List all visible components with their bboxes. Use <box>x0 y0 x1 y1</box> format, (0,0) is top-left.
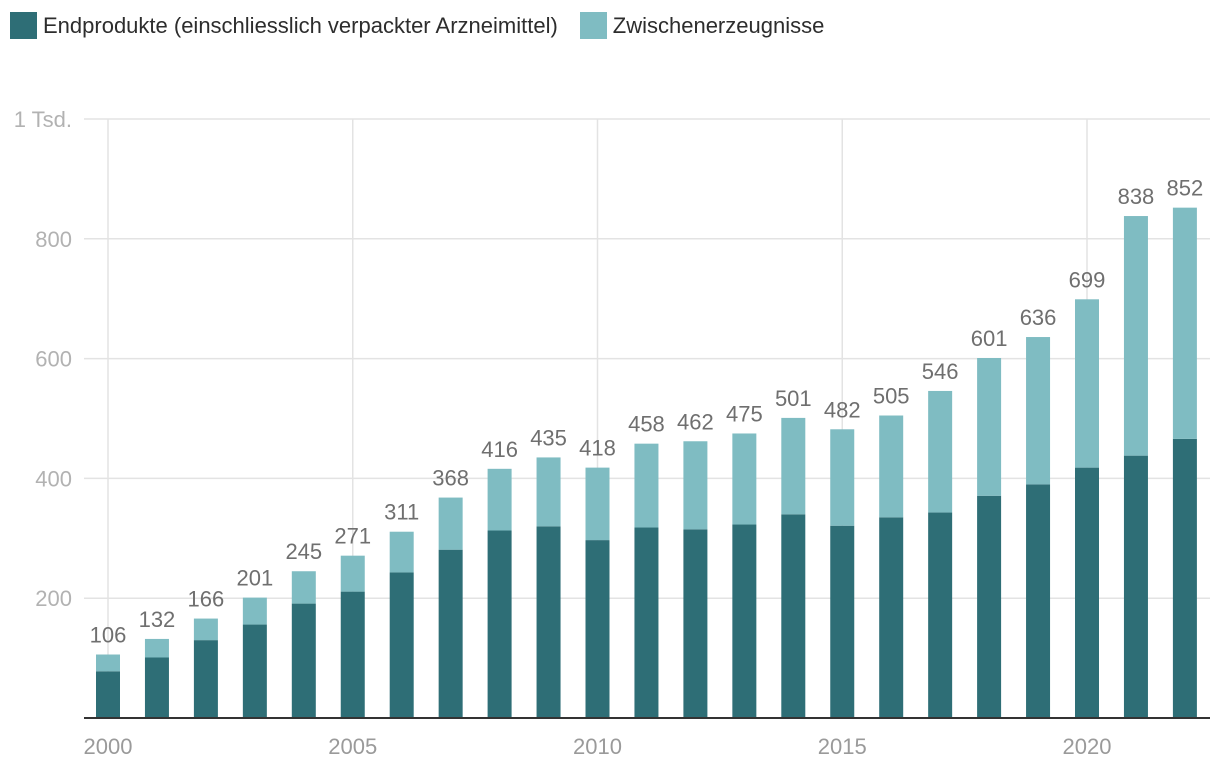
bar-segment-endprodukte <box>438 549 463 718</box>
bar-total-label: 475 <box>726 401 763 426</box>
bar-segment-endprodukte <box>389 572 414 718</box>
bar-total-label: 636 <box>1020 305 1057 330</box>
bar-segment-zwischenerzeugnisse <box>193 618 218 641</box>
bar-segment-endprodukte <box>291 603 316 718</box>
y-tick-label: 200 <box>35 586 72 611</box>
bar-total-label: 546 <box>922 359 959 384</box>
bar-segment-endprodukte <box>928 512 953 718</box>
bar-total-label: 699 <box>1069 267 1106 292</box>
bar-total-label: 166 <box>188 587 225 612</box>
bar-segment-zwischenerzeugnisse <box>487 468 512 531</box>
bar-segment-zwischenerzeugnisse <box>977 358 1002 496</box>
bar-segment-endprodukte <box>683 529 708 718</box>
bar-segment-endprodukte <box>781 514 806 718</box>
bar-total-label: 106 <box>90 623 127 648</box>
legend-label-zwischenerzeugnisse: Zwischenerzeugnisse <box>612 12 825 38</box>
bar-segment-zwischenerzeugnisse <box>1026 337 1051 485</box>
bar-segment-endprodukte <box>585 540 610 718</box>
bar-segment-zwischenerzeugnisse <box>1123 216 1148 456</box>
bar-total-label: 435 <box>530 425 567 450</box>
legend-item-endprodukte[interactable]: Endprodukte (einschliesslich verpackter … <box>10 12 558 39</box>
bar-segment-endprodukte <box>1172 438 1197 718</box>
bar-segment-zwischenerzeugnisse <box>683 441 708 530</box>
bar-total-label: 245 <box>285 539 322 564</box>
bar-segment-zwischenerzeugnisse <box>928 390 953 513</box>
bar-segment-zwischenerzeugnisse <box>830 429 855 526</box>
legend-swatch-zwischenerzeugnisse <box>579 12 607 39</box>
bar-total-label: 458 <box>628 412 665 437</box>
bar-segment-zwischenerzeugnisse <box>879 415 904 518</box>
bar-segment-zwischenerzeugnisse <box>536 457 561 527</box>
x-tick-label: 2010 <box>573 734 622 759</box>
bar-total-label: 201 <box>236 566 273 591</box>
bar-total-label: 368 <box>432 466 469 491</box>
bar-segment-endprodukte <box>487 530 512 718</box>
bar-segment-zwischenerzeugnisse <box>781 417 806 515</box>
bar-total-label: 852 <box>1167 176 1204 201</box>
bar-total-label: 416 <box>481 437 518 462</box>
bar-segment-endprodukte <box>144 657 169 718</box>
y-tick-label: 800 <box>35 227 72 252</box>
bar-segment-endprodukte <box>634 527 659 718</box>
bar-segment-zwischenerzeugnisse <box>634 443 659 528</box>
bar-total-label: 501 <box>775 386 812 411</box>
legend-item-zwischenerzeugnisse[interactable]: Zwischenerzeugnisse <box>579 12 825 39</box>
bar-segment-endprodukte <box>879 517 904 718</box>
bar-total-label: 271 <box>334 524 371 549</box>
bar-segment-zwischenerzeugnisse <box>389 531 414 573</box>
bar-segment-zwischenerzeugnisse <box>96 654 120 672</box>
x-tick-label: 2005 <box>328 734 377 759</box>
bar-segment-zwischenerzeugnisse <box>438 497 463 550</box>
y-tick-label: 600 <box>35 347 72 372</box>
bar-total-label: 132 <box>139 607 176 632</box>
bar-segment-endprodukte <box>96 671 120 718</box>
x-tick-label: 2000 <box>84 734 133 759</box>
bar-segment-endprodukte <box>977 495 1002 718</box>
bar-segment-zwischenerzeugnisse <box>291 571 316 604</box>
bar-total-label: 505 <box>873 384 910 409</box>
bar-segment-endprodukte <box>830 525 855 718</box>
bar-segment-zwischenerzeugnisse <box>340 555 365 592</box>
x-tick-label: 2015 <box>818 734 867 759</box>
chart-legend: Endprodukte (einschliesslich verpackter … <box>10 12 846 39</box>
bar-segment-zwischenerzeugnisse <box>242 597 267 625</box>
bar-segment-endprodukte <box>193 640 218 718</box>
bar-segment-zwischenerzeugnisse <box>732 433 757 525</box>
bar-segment-zwischenerzeugnisse <box>1172 207 1197 439</box>
bar-total-label: 311 <box>384 500 419 525</box>
bar-segment-zwischenerzeugnisse <box>1075 299 1099 468</box>
bar-segment-endprodukte <box>1075 467 1099 718</box>
bar-segment-endprodukte <box>242 624 267 718</box>
bar-segment-endprodukte <box>1026 484 1051 718</box>
bar-total-label: 482 <box>824 397 861 422</box>
bar-segment-endprodukte <box>340 591 365 718</box>
bar-total-label: 418 <box>579 436 616 461</box>
bar-total-label: 601 <box>971 326 1008 351</box>
legend-label-endprodukte: Endprodukte (einschliesslich verpackter … <box>43 12 558 38</box>
bar-segment-endprodukte <box>1123 455 1148 718</box>
y-tick-label: 1 Tsd. <box>14 107 72 132</box>
bar-total-label: 462 <box>677 409 714 434</box>
bar-segment-zwischenerzeugnisse <box>144 638 169 658</box>
legend-swatch-endprodukte <box>10 12 37 39</box>
bar-segment-endprodukte <box>536 526 561 718</box>
x-tick-label: 2020 <box>1063 734 1112 759</box>
bar-segment-endprodukte <box>732 524 757 718</box>
y-tick-label: 400 <box>35 466 72 491</box>
bar-total-label: 838 <box>1118 184 1155 209</box>
bar-segment-zwischenerzeugnisse <box>585 467 610 541</box>
